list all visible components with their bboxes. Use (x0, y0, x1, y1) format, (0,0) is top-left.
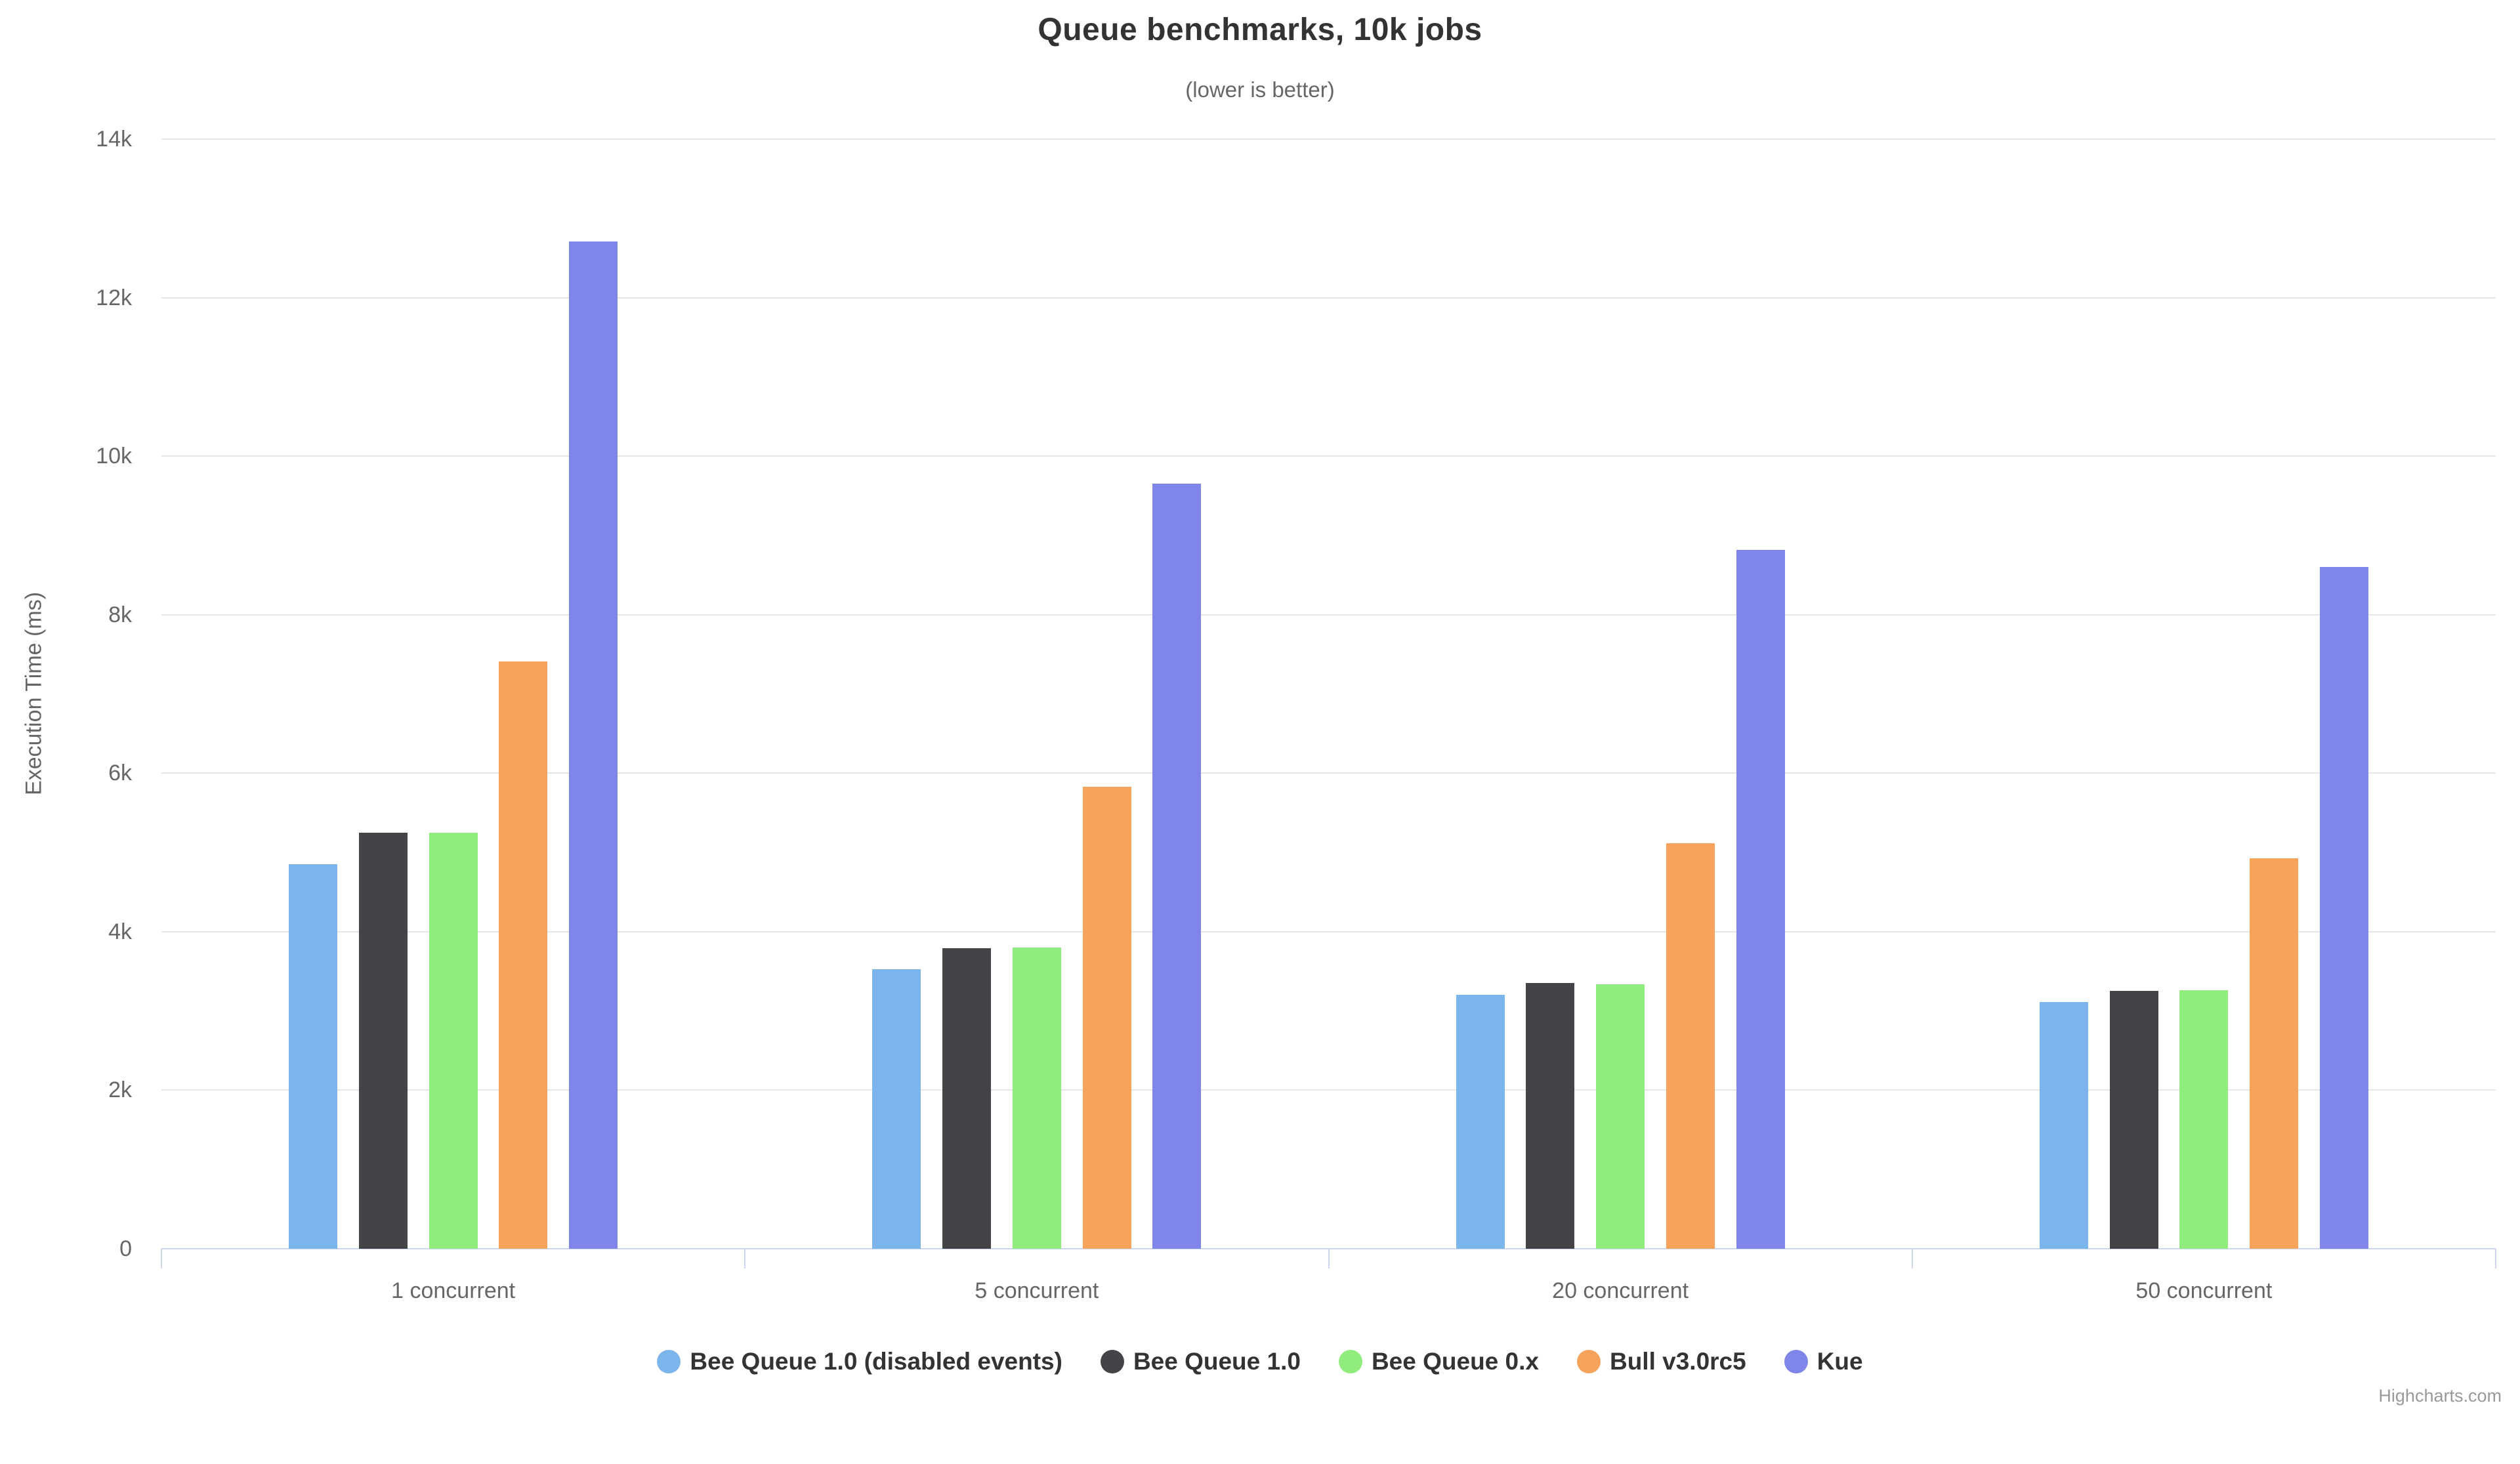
legend-item[interactable]: Kue (1784, 1348, 1863, 1375)
bar[interactable] (2109, 991, 2158, 1249)
bar[interactable] (2319, 567, 2368, 1249)
bar[interactable] (1666, 843, 1715, 1249)
chart-title: Queue benchmarks, 10k jobs (1038, 12, 1482, 47)
legend-marker-icon (1338, 1350, 1362, 1373)
x-axis-tick (161, 1249, 162, 1268)
y-gridline (161, 297, 2496, 299)
bar[interactable] (289, 864, 338, 1249)
legend-item[interactable]: Bull v3.0rc5 (1576, 1348, 1746, 1375)
y-gridline (161, 614, 2496, 616)
legend-item[interactable]: Bee Queue 0.x (1338, 1348, 1539, 1375)
bar[interactable] (2179, 990, 2229, 1249)
bar[interactable] (942, 948, 992, 1249)
bar[interactable] (358, 832, 408, 1249)
bar[interactable] (2039, 1002, 2088, 1249)
bar[interactable] (872, 969, 921, 1249)
y-axis-tick-label: 2k (108, 1077, 132, 1103)
legend-marker-icon (1100, 1350, 1124, 1373)
plot-area (161, 138, 2496, 1268)
x-axis-tick (744, 1249, 746, 1268)
legend-marker-icon (657, 1350, 681, 1373)
bar[interactable] (1456, 995, 1505, 1249)
legend-item[interactable]: Bee Queue 1.0 (disabled events) (657, 1348, 1062, 1375)
y-gridline (161, 931, 2496, 932)
y-gridline (161, 772, 2496, 774)
y-axis-tick-label: 6k (108, 761, 132, 786)
y-gridline (161, 1089, 2496, 1091)
credits-link[interactable]: Highcharts.com (2378, 1386, 2502, 1406)
x-axis-category-label: 20 concurrent (1552, 1278, 1689, 1303)
x-axis-tick (2495, 1249, 2496, 1268)
bar[interactable] (1012, 948, 1061, 1249)
y-axis-tick-label: 10k (96, 444, 132, 469)
y-gridline (161, 138, 2496, 140)
bar[interactable] (1596, 984, 1645, 1249)
x-axis-category-label: 5 concurrent (975, 1278, 1099, 1303)
bar[interactable] (569, 241, 618, 1249)
x-axis-tick (1911, 1249, 1913, 1268)
legend-item-label: Bull v3.0rc5 (1609, 1348, 1746, 1375)
legend-item-label: Bee Queue 0.x (1371, 1348, 1539, 1375)
bar[interactable] (1082, 786, 1131, 1249)
y-gridline (161, 455, 2496, 457)
bar[interactable] (1526, 983, 1575, 1249)
legend-item-label: Kue (1816, 1348, 1863, 1375)
bar[interactable] (429, 832, 478, 1249)
chart-subtitle: (lower is better) (1185, 77, 1335, 102)
legend-marker-icon (1576, 1350, 1601, 1373)
bar[interactable] (1152, 484, 1202, 1249)
bar[interactable] (499, 661, 548, 1249)
legend-item-label: Bee Queue 1.0 (disabled events) (690, 1348, 1062, 1375)
y-axis-tick-label: 12k (96, 285, 132, 310)
legend-item[interactable]: Bee Queue 1.0 (1100, 1348, 1301, 1375)
y-axis-tick-labels: 0 2k 4k 6k 8k 10k 12k 14k (0, 0, 132, 1464)
legend: Bee Queue 1.0 (disabled events) Bee Queue… (0, 1348, 2520, 1375)
x-axis-category-label: 50 concurrent (2135, 1278, 2273, 1303)
x-axis-category-label: 1 concurrent (391, 1278, 516, 1303)
y-axis-tick-label: 8k (108, 602, 132, 627)
bar[interactable] (1736, 549, 1785, 1249)
legend-marker-icon (1784, 1350, 1808, 1373)
bar[interactable] (2250, 858, 2299, 1249)
y-axis-tick-label: 4k (108, 919, 132, 944)
legend-item-label: Bee Queue 1.0 (1133, 1348, 1301, 1375)
x-axis-tick (1328, 1249, 1330, 1268)
y-axis-tick-label: 14k (96, 127, 132, 152)
y-axis-tick-label: 0 (119, 1236, 132, 1261)
